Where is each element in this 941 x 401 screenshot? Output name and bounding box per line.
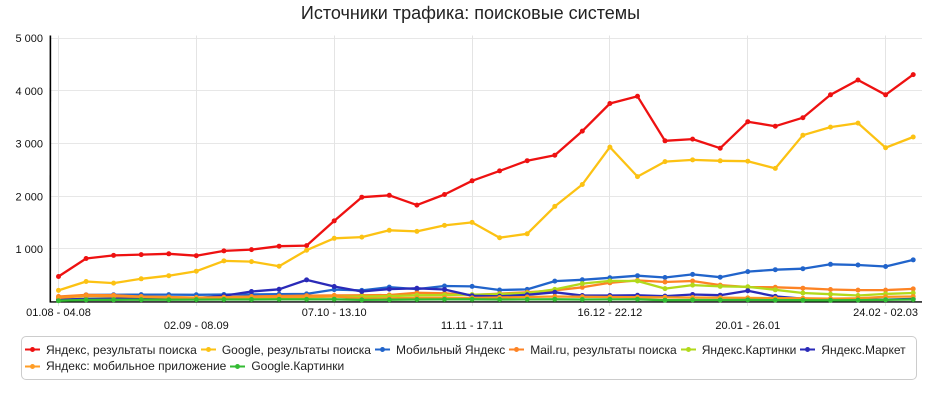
svg-text:5 000: 5 000: [15, 33, 43, 45]
svg-text:1 000: 1 000: [15, 244, 43, 256]
svg-text:16.12 - 22.12: 16.12 - 22.12: [577, 307, 642, 319]
svg-text:4 000: 4 000: [15, 86, 43, 98]
svg-text:2 000: 2 000: [15, 191, 43, 203]
svg-text:3 000: 3 000: [15, 139, 43, 151]
svg-text:01.08 - 04.08: 01.08 - 04.08: [26, 307, 91, 319]
svg-text:11.11 - 17.11: 11.11 - 17.11: [441, 320, 503, 330]
svg-text:24.02 - 02.03: 24.02 - 02.03: [853, 307, 918, 319]
svg-text:02.09 - 08.09: 02.09 - 08.09: [164, 320, 229, 330]
svg-text:07.10 - 13.10: 07.10 - 13.10: [302, 307, 367, 319]
svg-text:20.01 - 26.01: 20.01 - 26.01: [715, 320, 780, 330]
